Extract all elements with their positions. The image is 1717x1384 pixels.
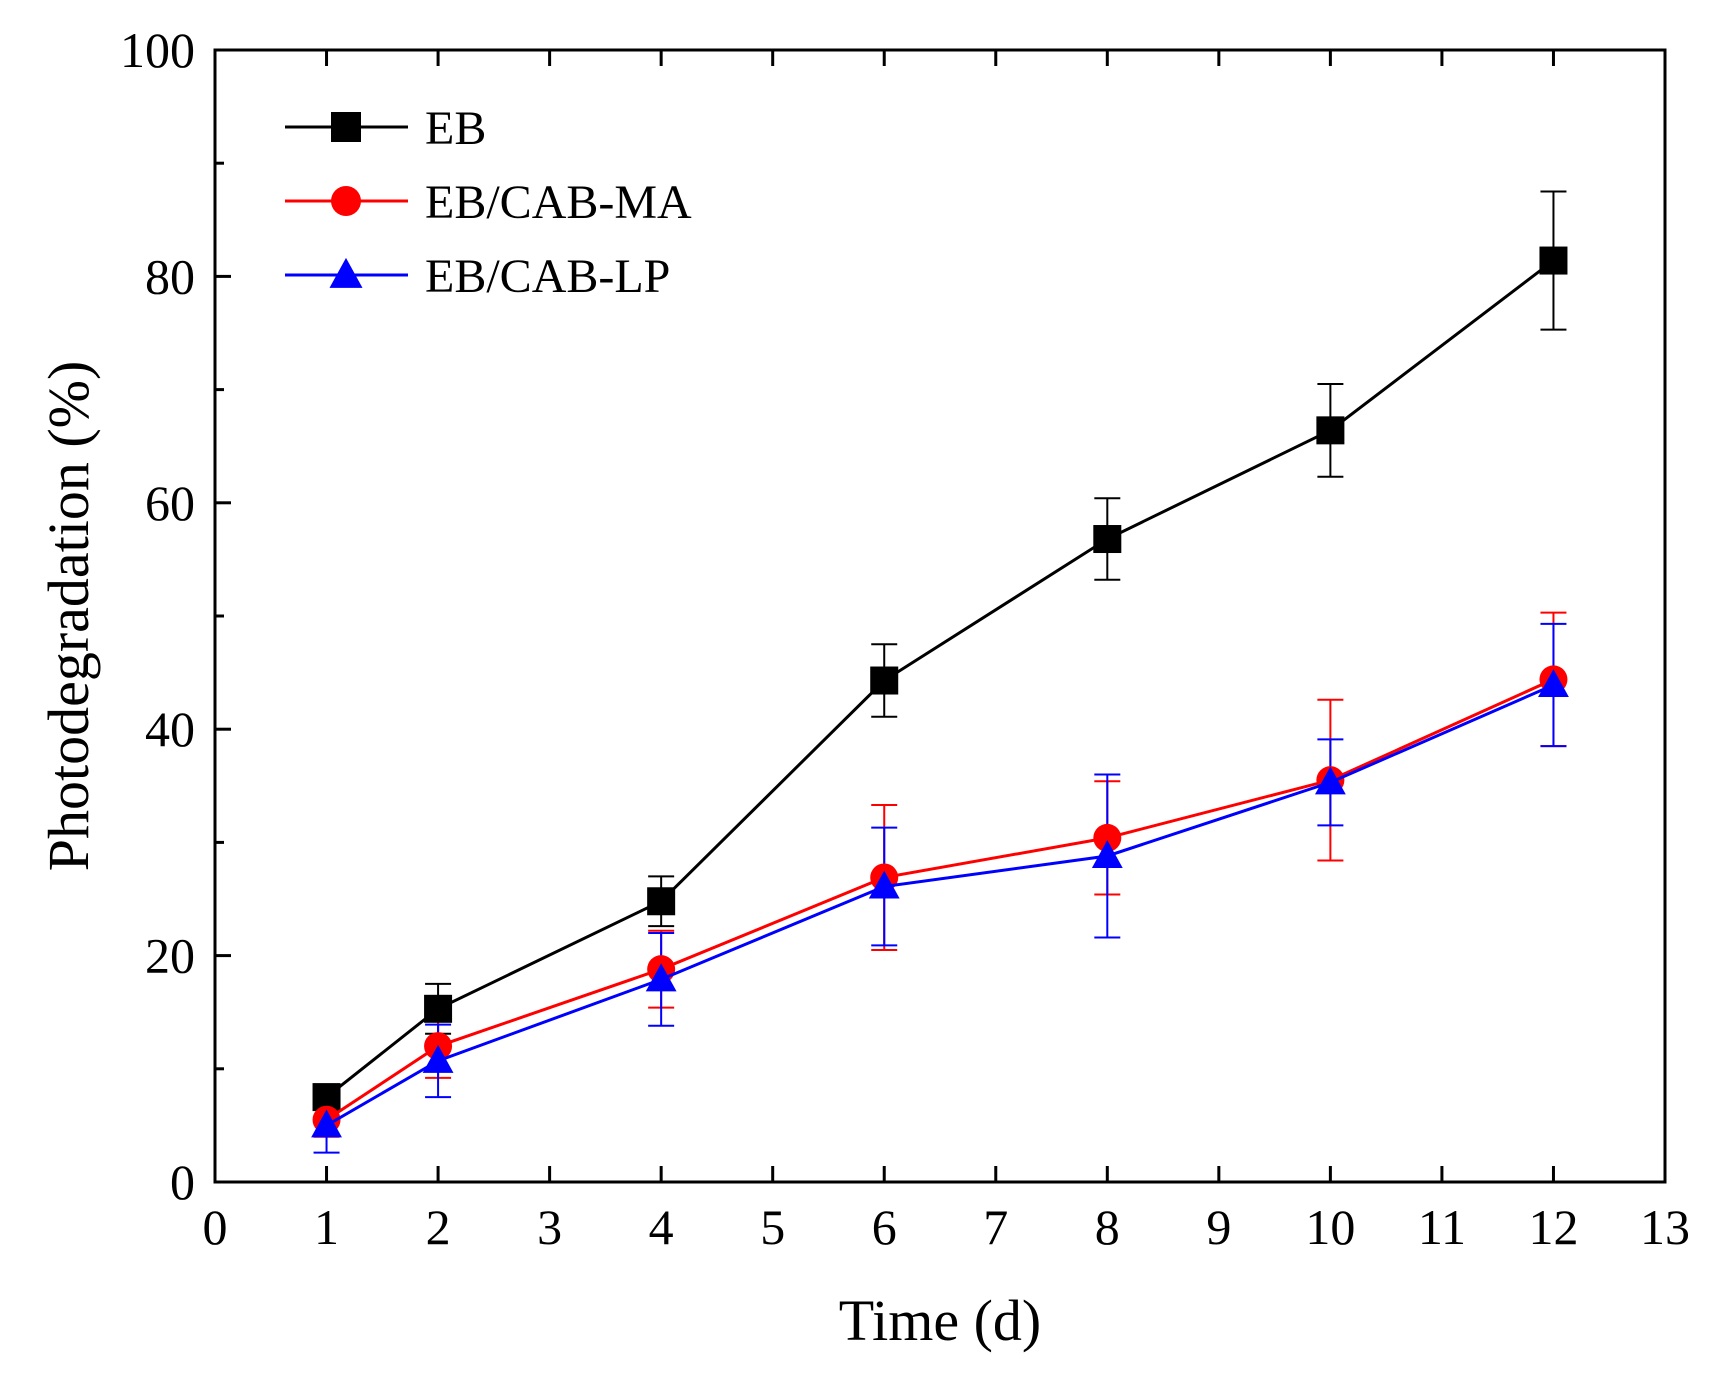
legend-label: EB/CAB-LP (425, 250, 670, 303)
data-point (311, 1109, 342, 1138)
x-axis-title: Time (d) (839, 1288, 1042, 1353)
legend-marker (331, 186, 361, 216)
data-point (1538, 669, 1569, 698)
data-point (1539, 246, 1568, 275)
data-point (1093, 823, 1122, 852)
legend-label: EB (425, 102, 486, 155)
x-tick-label: 7 (983, 1199, 1008, 1255)
y-tick-label: 100 (120, 22, 195, 78)
legend-label: EB/CAB-MA (425, 176, 692, 229)
x-tick-label: 2 (426, 1199, 451, 1255)
x-tick-label: 6 (872, 1199, 897, 1255)
x-tick-label: 12 (1528, 1199, 1578, 1255)
x-tick-label: 4 (649, 1199, 674, 1255)
data-point (1091, 840, 1123, 868)
x-tick-label: 11 (1418, 1199, 1466, 1255)
data-point (1316, 416, 1345, 445)
data-point (424, 994, 453, 1023)
x-tick-label: 1 (314, 1199, 339, 1255)
x-tick-label: 3 (537, 1199, 562, 1255)
data-point (870, 666, 899, 695)
legend-marker (329, 257, 363, 288)
data-point (1314, 766, 1346, 795)
y-tick-label: 60 (145, 475, 195, 531)
data-point (647, 887, 676, 916)
x-tick-label: 10 (1305, 1199, 1355, 1255)
legend-marker (331, 112, 361, 142)
x-tick-label: 0 (203, 1199, 228, 1255)
x-tick-label: 9 (1206, 1199, 1231, 1255)
y-tick-label: 80 (145, 248, 195, 304)
data-point (868, 870, 900, 899)
data-point (1093, 525, 1122, 554)
y-tick-label: 40 (145, 701, 195, 757)
x-tick-label: 8 (1095, 1199, 1120, 1255)
y-axis-title: Photodegradation (%) (36, 361, 101, 872)
data-point (645, 963, 677, 992)
y-tick-label: 20 (145, 928, 195, 984)
y-tick-label: 0 (170, 1154, 195, 1210)
x-tick-label: 5 (760, 1199, 785, 1255)
data-point (422, 1044, 454, 1073)
x-tick-label: 13 (1640, 1199, 1690, 1255)
